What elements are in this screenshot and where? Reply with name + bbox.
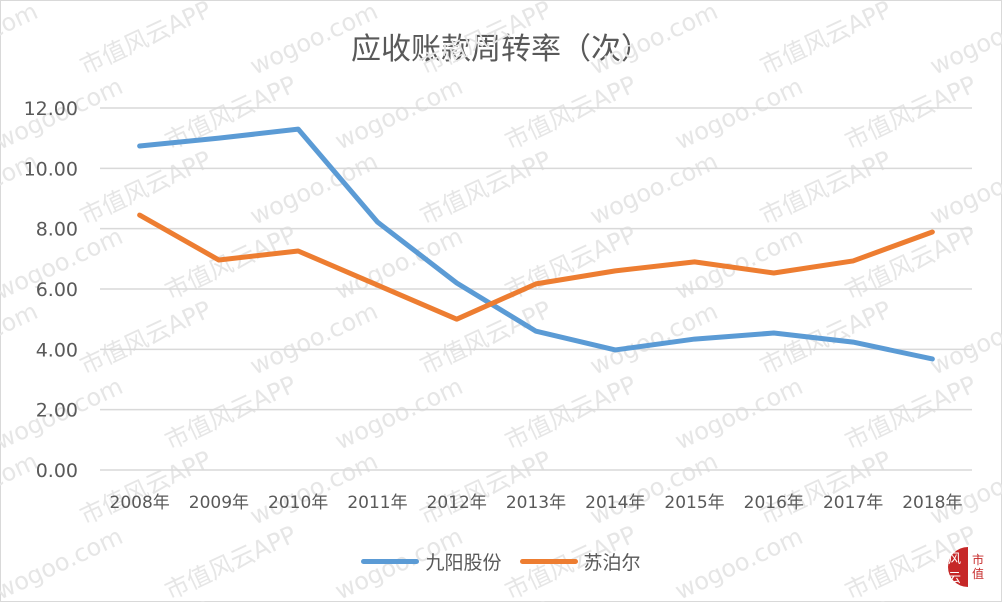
y-tick-label: 8.00 [36, 219, 78, 241]
watermark-text: wogoo.com [331, 0, 467, 5]
watermark-text: wogoo.com [671, 372, 807, 455]
watermark-text: wogoo.com [586, 0, 722, 80]
watermark-text: wogoo.com [331, 72, 467, 155]
x-tick-label: 2015年 [664, 493, 724, 513]
watermark-text: 市值风云APP [76, 295, 216, 380]
legend-swatch-blue [361, 559, 420, 564]
chart-title: 应收账款周转率（次） [351, 32, 651, 67]
series-line [137, 126, 935, 362]
watermark-text: wogoo.com [246, 147, 382, 230]
watermark-text: 市值风云APP [76, 0, 216, 80]
watermark-text: 市值风云APP [161, 370, 301, 455]
watermark-text: 市值风云APP [416, 145, 556, 230]
stamp-right: 市 值 [968, 547, 988, 587]
x-tick-label: 2011年 [347, 493, 407, 513]
watermark-text: wogoo.com [926, 297, 1002, 380]
watermark-text: wogoo.com [0, 0, 42, 80]
watermark-text: wogoo.com [246, 297, 382, 380]
watermark-text: 市值风云APP [756, 445, 896, 530]
y-tick-label: 10.00 [24, 158, 78, 180]
legend-label: 九阳股份 [425, 552, 502, 574]
stamp-left: 风云 [948, 547, 968, 587]
watermark-text: 市值风云APP [76, 595, 216, 602]
watermark-text: 市值风云APP [416, 595, 556, 602]
watermark-text: 市值风云APP [841, 370, 981, 455]
watermark-text: 市值风云APP [756, 145, 896, 230]
watermark-text: 市值风云APP [161, 220, 301, 305]
watermark-text: 市值风云APP [756, 0, 896, 80]
watermark-text: wogoo.com [586, 147, 722, 230]
y-tick-label: 4.00 [36, 339, 78, 361]
watermark-text: 市值风云APP [501, 70, 641, 155]
watermark-text: wogoo.com [926, 447, 1002, 530]
x-tick-label: 2012年 [427, 493, 487, 513]
x-tick-label: 2017年 [823, 493, 883, 513]
watermark-text: wogoo.com [246, 447, 382, 530]
watermark-text: wogoo.com [586, 447, 722, 530]
y-tick-label: 2.00 [36, 400, 78, 422]
x-tick-label: 2008年 [110, 493, 170, 513]
watermark-text: wogoo.com [671, 0, 807, 5]
legend-label: 苏泊尔 [583, 552, 641, 574]
logo-stamp: 风云 市 值 [948, 547, 988, 587]
y-tick-label: 0.00 [36, 460, 78, 482]
watermark-text: wogoo.com [671, 72, 807, 155]
x-tick-label: 2014年 [585, 493, 645, 513]
watermark-text: 市值风云APP [416, 445, 556, 530]
watermark-text: 市值风云APP [416, 0, 556, 80]
watermark-text: wogoo.com [926, 147, 1002, 230]
watermark-text: 市值风云APP [756, 595, 896, 602]
series-line [137, 212, 935, 322]
legend: 九阳股份 苏泊尔 [0, 548, 1002, 575]
x-tick-label: 2013年 [506, 493, 566, 513]
watermark-text: 市值风云APP [841, 220, 981, 305]
stamp-char: 值 [971, 567, 984, 581]
legend-item-jiuyang: 九阳股份 [361, 548, 502, 575]
watermark-text: 市值风云APP [76, 445, 216, 530]
x-tick-label: 2016年 [744, 493, 804, 513]
watermark-text: wogoo.com [246, 0, 382, 80]
watermark-text: wogoo.com [926, 0, 1002, 80]
watermark-text: wogoo.com [926, 597, 1002, 602]
watermark-text: 市值风云APP [501, 370, 641, 455]
x-tick-label: 2018年 [902, 493, 962, 513]
stamp-char: 市 [971, 553, 984, 567]
watermark-text: wogoo.com [331, 372, 467, 455]
x-tick-label: 2010年 [268, 493, 328, 513]
x-tick-label: 2009年 [189, 493, 249, 513]
y-tick-label: 6.00 [36, 279, 78, 301]
watermark-text: wogoo.com [246, 597, 382, 602]
watermark-text: 市值风云APP [841, 70, 981, 155]
legend-swatch-orange [519, 559, 578, 564]
legend-item-supor: 苏泊尔 [519, 548, 641, 575]
y-tick-label: 12.00 [24, 98, 78, 120]
watermark-text: wogoo.com [586, 597, 722, 602]
